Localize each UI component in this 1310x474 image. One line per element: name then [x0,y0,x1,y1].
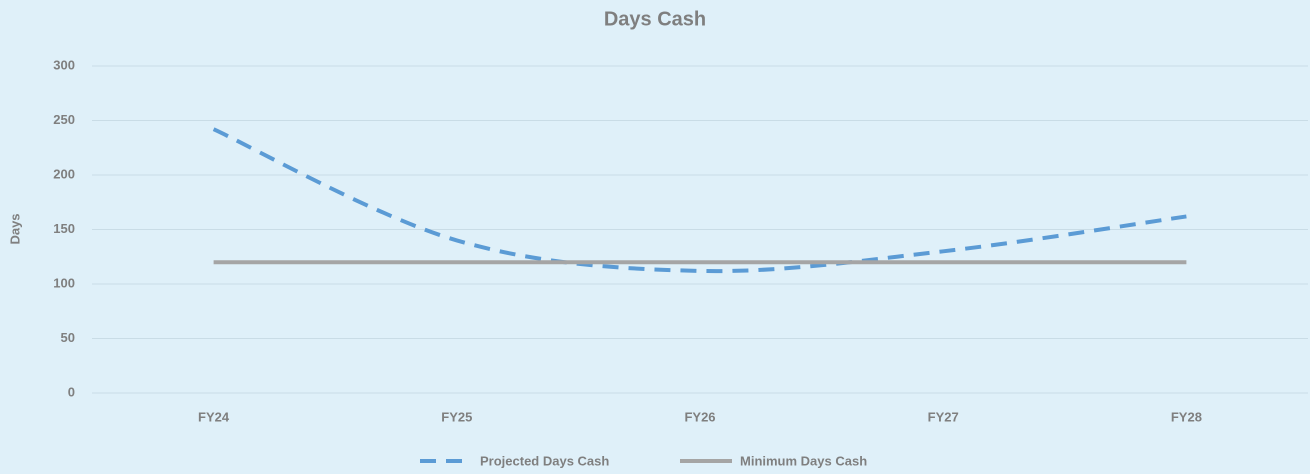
y-tick-label: 0 [68,384,75,399]
y-tick-label: 50 [61,330,75,345]
x-tick-label: FY25 [441,409,472,424]
x-tick-label: FY26 [684,409,715,424]
series-line [212,127,1187,274]
x-tick-label: FY24 [198,409,230,424]
x-tick-label: FY27 [928,409,959,424]
chart-title: Days Cash [604,8,706,30]
y-tick-label: 200 [53,166,75,181]
y-tick-label: 100 [53,275,75,290]
y-tick-label: 150 [53,221,75,236]
x-tick-label: FY28 [1171,409,1202,424]
y-axis-label: Days [7,213,22,244]
y-tick-label: 250 [53,112,75,127]
y-tick-label: 300 [53,57,75,72]
legend-label: Projected Days Cash [480,453,609,468]
legend-label: Minimum Days Cash [740,453,867,468]
